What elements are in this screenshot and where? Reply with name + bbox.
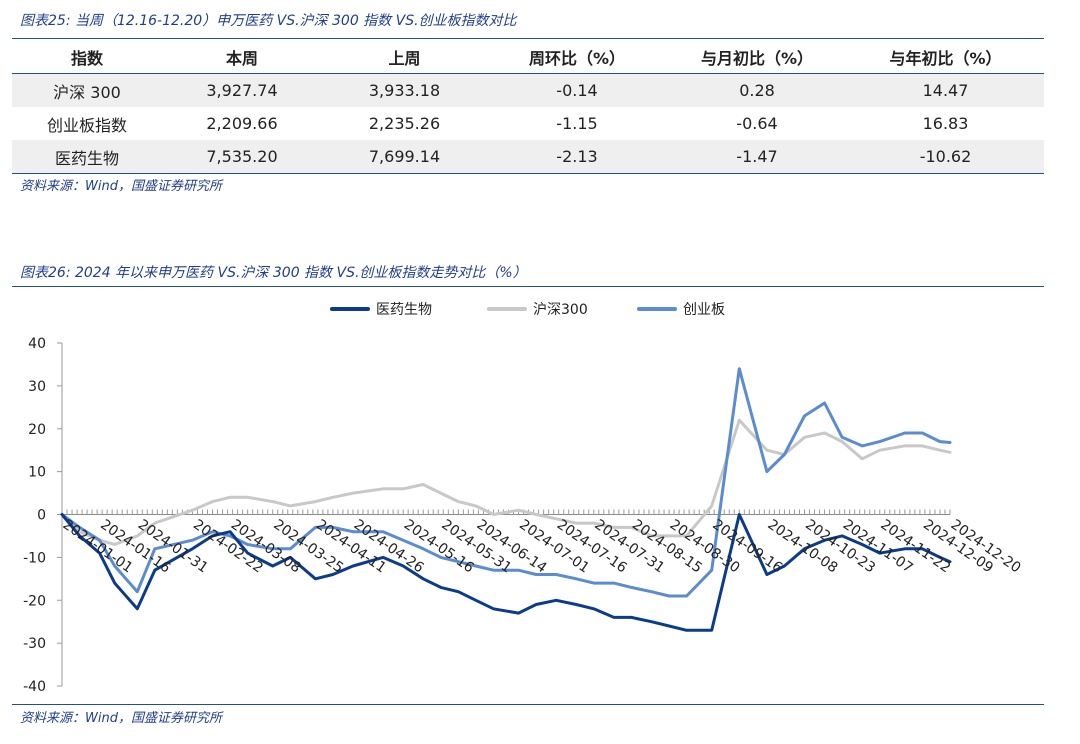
table-cell: -2.13 xyxy=(487,140,667,173)
legend-swatch-hs300 xyxy=(487,307,527,311)
y-tick-label: -20 xyxy=(23,593,46,609)
col-index-header: 指数 xyxy=(70,49,103,68)
chart-caption-rule xyxy=(12,286,1044,287)
col-this-week-header: 本周 xyxy=(225,49,258,68)
legend-swatch-medical xyxy=(330,307,370,311)
table-caption: 图表25: 当周（12.16-12.20）申万医药 VS.沪深 300 指数 V… xyxy=(20,13,517,29)
table-cell: 2,235.26 xyxy=(368,114,441,133)
col-ytd-header: 与年初比（%） xyxy=(889,49,1002,68)
performance-table: 指数 本周 上周 周环比（%） 与月初比（%） 与年初比（%） 沪深 300 3… xyxy=(12,41,1044,173)
table-cell: 14.47 xyxy=(847,73,1044,107)
y-tick-label: 0 xyxy=(37,508,46,524)
table-cell: -0.14 xyxy=(487,73,667,107)
col-wow-header: 周环比（%） xyxy=(528,49,626,68)
table-cell: -1.15 xyxy=(556,114,598,133)
y-tick-label: -30 xyxy=(23,636,46,652)
chart-caption: 图表26: 2024 年以来申万医药 VS.沪深 300 指数 VS.创业板指数… xyxy=(20,265,527,281)
y-tick-label: 40 xyxy=(28,336,46,352)
series-line-hs300 xyxy=(60,418,952,546)
col-mtd-header: 与月初比（%） xyxy=(700,49,814,68)
line-chart: 403020100-10-20-30-402024-01-012024-01-1… xyxy=(23,336,1023,695)
table-cell: 2,209.66 xyxy=(206,114,278,133)
y-tick-label: -10 xyxy=(23,550,46,566)
y-tick-label: 10 xyxy=(28,465,46,481)
table-cell: 创业板指数 xyxy=(46,115,127,135)
legend-swatch-gem xyxy=(637,307,677,311)
col-last-week-header: 上周 xyxy=(388,49,421,68)
y-tick-label: 20 xyxy=(28,422,46,438)
legend-label-medical: 医药生物 xyxy=(376,302,432,318)
chart-legend: 医药生物 沪深300 创业板 xyxy=(0,299,1080,319)
table-row: 医药生物 7,535.20 7,699.14 -2.13 -1.47 -10.6… xyxy=(12,140,1044,173)
chart-source: 资料来源：Wind，国盛证券研究所 xyxy=(20,711,222,726)
table-cell: 沪深 300 xyxy=(12,73,162,107)
series-line-medical xyxy=(60,513,952,632)
table-header-row: 指数 本周 上周 周环比（%） 与月初比（%） 与年初比（%） xyxy=(12,41,1044,74)
table-source: 资料来源：Wind，国盛证券研究所 xyxy=(20,179,222,194)
legend-label-gem: 创业板 xyxy=(683,302,725,318)
table-row: 沪深 300 3,927.74 3,933.18 -0.14 0.28 14.4… xyxy=(12,73,1044,107)
table-cell: 7,699.14 xyxy=(322,140,487,173)
legend-label-hs300: 沪深300 xyxy=(533,302,588,318)
table-cell: 3,933.18 xyxy=(322,73,487,107)
y-tick-label: 30 xyxy=(28,379,46,395)
table-cell: 16.83 xyxy=(922,114,969,133)
table-cell: -1.47 xyxy=(667,140,847,173)
table-cell: -10.62 xyxy=(847,140,1044,173)
table-cell: 医药生物 xyxy=(12,140,162,173)
y-tick-label: -40 xyxy=(23,679,46,695)
table-cell: -0.64 xyxy=(736,114,778,133)
table-caption-rule xyxy=(12,38,1044,39)
table-row: 创业板指数 2,209.66 2,235.26 -1.15 -0.64 16.8… xyxy=(12,107,1044,140)
table-cell: 7,535.20 xyxy=(162,140,322,173)
table-bottom-rule xyxy=(12,173,1044,174)
legend-item-hs300: 沪深300 xyxy=(487,299,588,319)
table-cell: 0.28 xyxy=(667,73,847,107)
legend-item-medical: 医药生物 xyxy=(330,299,432,319)
legend-item-gem: 创业板 xyxy=(637,299,725,319)
table-cell: 3,927.74 xyxy=(162,73,322,107)
chart-bottom-rule xyxy=(12,704,1044,705)
